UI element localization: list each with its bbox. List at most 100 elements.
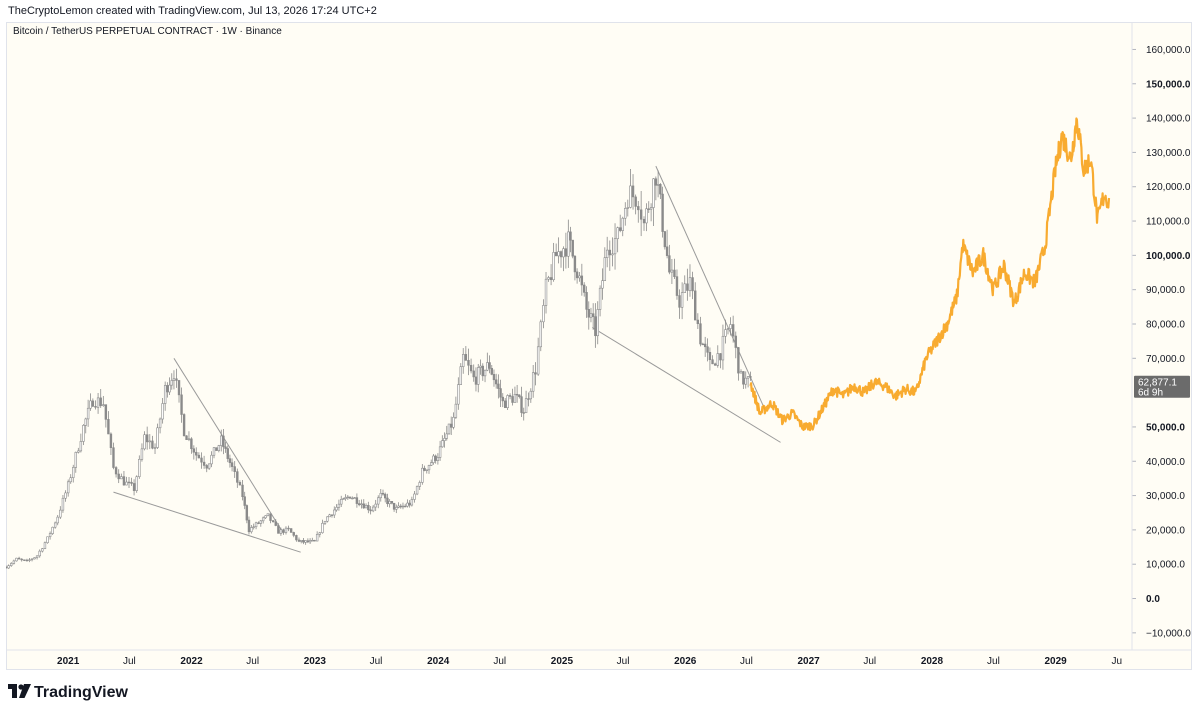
candle-body: [668, 255, 671, 273]
x-tick-label: 2021: [57, 656, 80, 667]
candle-body: [282, 529, 285, 533]
projection-path: [749, 117, 1111, 432]
candle-body: [217, 445, 221, 451]
candle-body: [264, 515, 267, 519]
candle-body: [459, 366, 462, 385]
candle-body: [477, 367, 480, 385]
candle-body: [626, 207, 630, 209]
candle-body: [292, 532, 295, 536]
candle-body: [371, 506, 375, 512]
y-tick-label: 80,000.0: [1146, 319, 1185, 330]
candle-body: [212, 447, 216, 456]
candle-body: [403, 505, 407, 508]
candle-body: [297, 539, 301, 542]
price-chart[interactable]: 160,000.0 150,000.0 140,000.0 130,000.0 120,…: [6, 22, 1192, 670]
candle-body: [17, 557, 21, 560]
candle-body: [699, 323, 702, 345]
y-tick-label: 30,000.0: [1146, 491, 1185, 502]
current-price-value: 62,877.1: [1138, 378, 1177, 389]
candle-body: [481, 365, 484, 377]
candle-body: [486, 362, 489, 371]
candle-body: [522, 412, 525, 414]
candle-body: [430, 462, 433, 466]
candle-body: [315, 534, 319, 542]
candle-body: [499, 388, 502, 398]
candle-body: [304, 540, 307, 543]
candle-body: [569, 231, 572, 241]
candle-body: [190, 438, 193, 450]
candle-body: [127, 481, 131, 484]
candle-body: [659, 184, 662, 195]
candle-body: [529, 390, 533, 400]
candle-body: [274, 521, 277, 526]
candle-body: [395, 507, 398, 510]
candle-body: [89, 400, 92, 409]
candle-body: [452, 416, 455, 428]
x-tick-label: Jul: [987, 656, 1000, 667]
candle-body: [578, 275, 581, 279]
candle-body: [379, 492, 382, 499]
candle-body: [300, 539, 303, 542]
candle-body: [716, 353, 719, 366]
price-axis: 160,000.0 150,000.0 140,000.0 130,000.0 120,…: [1131, 22, 1191, 650]
candle-body: [79, 441, 83, 452]
candle-body: [261, 517, 265, 522]
candle-body: [104, 404, 108, 420]
trendline-4: [655, 165, 766, 410]
candle-body: [547, 277, 550, 280]
candle-body: [364, 505, 368, 509]
y-tick-label: 160,000.0: [1146, 45, 1191, 56]
candle-body: [23, 559, 26, 561]
candle-body: [33, 557, 36, 560]
candle-body: [228, 458, 232, 463]
candle-body: [683, 283, 686, 293]
candle-body: [445, 433, 448, 439]
candle-body: [608, 249, 612, 256]
candle-body: [222, 435, 225, 448]
y-tick-label: 40,000.0: [1146, 457, 1185, 468]
candles-layer: [6, 168, 752, 569]
candle-body: [353, 497, 356, 499]
y-tick-label: −10,000.0: [1146, 628, 1191, 639]
candle-body: [406, 502, 409, 507]
candle-body: [621, 217, 624, 231]
candle-body: [96, 397, 100, 408]
candle-body: [436, 457, 440, 461]
y-tick-label: 120,000.0: [1146, 182, 1191, 193]
candle-body: [701, 343, 705, 346]
x-tick-label: Jul: [740, 656, 753, 667]
candle-body: [631, 185, 635, 198]
candle-body: [236, 471, 239, 483]
candle-body: [571, 239, 574, 257]
candle-body: [140, 448, 144, 460]
candle-body: [205, 465, 208, 469]
candle-body: [30, 558, 34, 561]
candle-body: [197, 454, 201, 459]
candle-body: [82, 425, 85, 442]
current-price-countdown: 6d 9h: [1138, 388, 1163, 399]
candle-body: [151, 440, 154, 449]
candle-body: [544, 278, 548, 306]
candle-body: [654, 178, 658, 186]
candle-body: [114, 467, 118, 475]
candle-body: [148, 440, 151, 443]
candle-body: [192, 448, 196, 453]
y-tick-label: 10,000.0: [1146, 560, 1185, 571]
candle-body: [583, 284, 586, 293]
candle-body: [554, 252, 558, 257]
candle-body: [130, 481, 133, 484]
candle-body: [719, 353, 722, 361]
candle-body: [207, 463, 211, 469]
x-tick-label: Ju: [1112, 656, 1123, 667]
candle-body: [503, 400, 507, 409]
candle-body: [112, 447, 115, 468]
candle-body: [663, 231, 667, 248]
candle-body: [210, 454, 213, 465]
candle-body: [168, 384, 171, 393]
candle-body: [72, 467, 75, 478]
trendlines-layer: [113, 165, 781, 553]
y-tick-label: 110,000.0: [1146, 217, 1190, 228]
chart-pane[interactable]: [6, 22, 1192, 670]
candle-body: [245, 505, 249, 521]
candle-body: [360, 503, 363, 506]
